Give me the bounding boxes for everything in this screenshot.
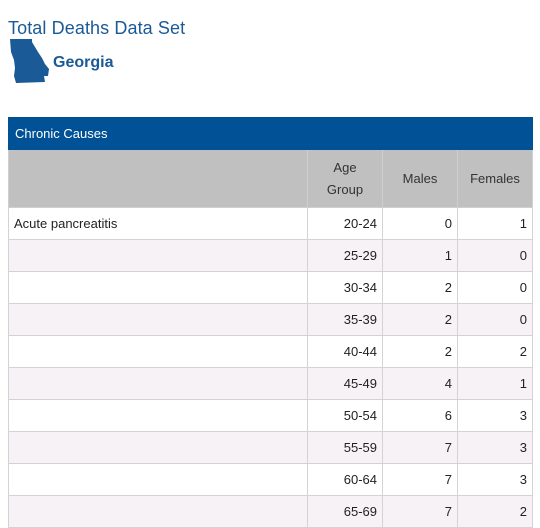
cell-cause xyxy=(8,367,308,400)
cell-cause xyxy=(8,463,308,496)
cell-cause xyxy=(8,431,308,464)
deaths-table: Chronic Causes Age Group Males Females A… xyxy=(8,117,533,528)
cell-males: 7 xyxy=(382,463,458,496)
georgia-state-icon xyxy=(10,39,49,83)
table-caption-row: Chronic Causes xyxy=(8,117,533,150)
cell-cause: Acute pancreatitis xyxy=(8,207,308,240)
cell-females: 2 xyxy=(457,335,533,368)
page-title: Total Deaths Data Set xyxy=(8,18,186,39)
cell-cause xyxy=(8,271,308,304)
cell-females: 3 xyxy=(457,431,533,464)
column-header-age-group-label: Age Group xyxy=(326,159,364,197)
cell-age-group: 35-39 xyxy=(307,303,383,336)
cell-females: 1 xyxy=(457,367,533,400)
cell-females: 2 xyxy=(457,495,533,528)
table-row: 55-59 7 3 xyxy=(8,431,533,464)
table-row: Acute pancreatitis 20-24 0 1 xyxy=(8,207,533,240)
cell-cause xyxy=(8,303,308,336)
cell-males: 4 xyxy=(382,367,458,400)
column-header-males: Males xyxy=(382,149,458,208)
table-row: 30-34 2 0 xyxy=(8,271,533,304)
cell-cause xyxy=(8,335,308,368)
cell-age-group: 30-34 xyxy=(307,271,383,304)
cell-females: 1 xyxy=(457,207,533,240)
table-row: 45-49 4 1 xyxy=(8,367,533,400)
table-header-row: Age Group Males Females xyxy=(8,149,533,208)
cell-age-group: 65-69 xyxy=(307,495,383,528)
cell-cause xyxy=(8,239,308,272)
table-row: 50-54 6 3 xyxy=(8,399,533,432)
cell-males: 7 xyxy=(382,495,458,528)
cell-males: 0 xyxy=(382,207,458,240)
cell-age-group: 60-64 xyxy=(307,463,383,496)
cell-males: 2 xyxy=(382,271,458,304)
cell-females: 3 xyxy=(457,463,533,496)
cell-males: 7 xyxy=(382,431,458,464)
state-block: Georgia xyxy=(8,38,208,86)
table-row: 25-29 1 0 xyxy=(8,239,533,272)
cell-age-group: 40-44 xyxy=(307,335,383,368)
cell-females: 0 xyxy=(457,239,533,272)
cell-males: 6 xyxy=(382,399,458,432)
cell-age-group: 45-49 xyxy=(307,367,383,400)
cell-females: 0 xyxy=(457,303,533,336)
state-name: Georgia xyxy=(53,54,114,71)
column-header-cause xyxy=(8,149,308,208)
cell-cause xyxy=(8,399,308,432)
table-row: 60-64 7 3 xyxy=(8,463,533,496)
cell-age-group: 50-54 xyxy=(307,399,383,432)
cell-males: 2 xyxy=(382,335,458,368)
table-row: 35-39 2 0 xyxy=(8,303,533,336)
cell-age-group: 20-24 xyxy=(307,207,383,240)
table-row: 40-44 2 2 xyxy=(8,335,533,368)
cell-age-group: 25-29 xyxy=(307,239,383,272)
table-row: 65-69 7 2 xyxy=(8,495,533,528)
cell-males: 1 xyxy=(382,239,458,272)
cell-females: 3 xyxy=(457,399,533,432)
column-header-age-group: Age Group xyxy=(307,149,383,208)
cell-age-group: 55-59 xyxy=(307,431,383,464)
cell-cause xyxy=(8,495,308,528)
cell-females: 0 xyxy=(457,271,533,304)
table-caption: Chronic Causes xyxy=(8,117,533,150)
column-header-females: Females xyxy=(457,149,533,208)
cell-males: 2 xyxy=(382,303,458,336)
